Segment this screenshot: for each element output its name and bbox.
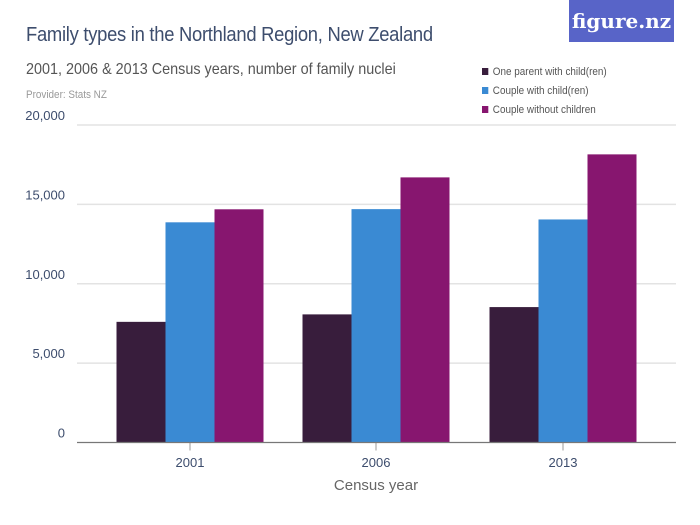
chart-title: Family types in the Northland Region, Ne… [26, 24, 433, 46]
y-tick-label: 20,000 [25, 108, 65, 123]
legend-item: One parent with child(ren) [482, 62, 607, 81]
legend-swatch [482, 87, 489, 94]
legend-swatch [482, 106, 489, 113]
y-tick-label: 15,000 [25, 187, 65, 202]
legend-label: Couple without children [492, 103, 596, 116]
x-axis-label: Census year [334, 477, 418, 494]
legend-label: Couple with child(ren) [492, 84, 589, 97]
bar-2001-2 [214, 209, 264, 443]
x-tick-label: 2013 [549, 455, 578, 470]
bar-2013-0 [489, 307, 539, 443]
bar-2013-2 [587, 154, 637, 443]
bar-2006-1 [351, 209, 401, 443]
y-tick-label: 5,000 [32, 346, 65, 361]
figure-nz-logo[interactable]: figure.nz [569, 0, 674, 42]
legend-item: Couple with child(ren) [482, 81, 607, 100]
y-tick-label: 10,000 [25, 267, 65, 282]
x-tick-label: 2001 [176, 455, 205, 470]
chart-subtitle: 2001, 2006 & 2013 Census years, number o… [26, 61, 396, 78]
legend-label: One parent with child(ren) [492, 65, 607, 78]
legend-swatch [482, 68, 489, 75]
provider-text: Provider: Stats NZ [26, 89, 107, 101]
y-tick-label: 0 [58, 426, 65, 441]
x-tick-label: 2006 [362, 455, 391, 470]
bar-2001-0 [116, 321, 166, 443]
bar-2013-1 [538, 219, 588, 443]
bar-2006-0 [302, 314, 352, 443]
legend: One parent with child(ren) Couple with ch… [482, 62, 621, 119]
bar-2006-2 [400, 177, 450, 443]
legend-item: Couple without children [482, 100, 607, 119]
bar-2001-1 [165, 222, 215, 443]
